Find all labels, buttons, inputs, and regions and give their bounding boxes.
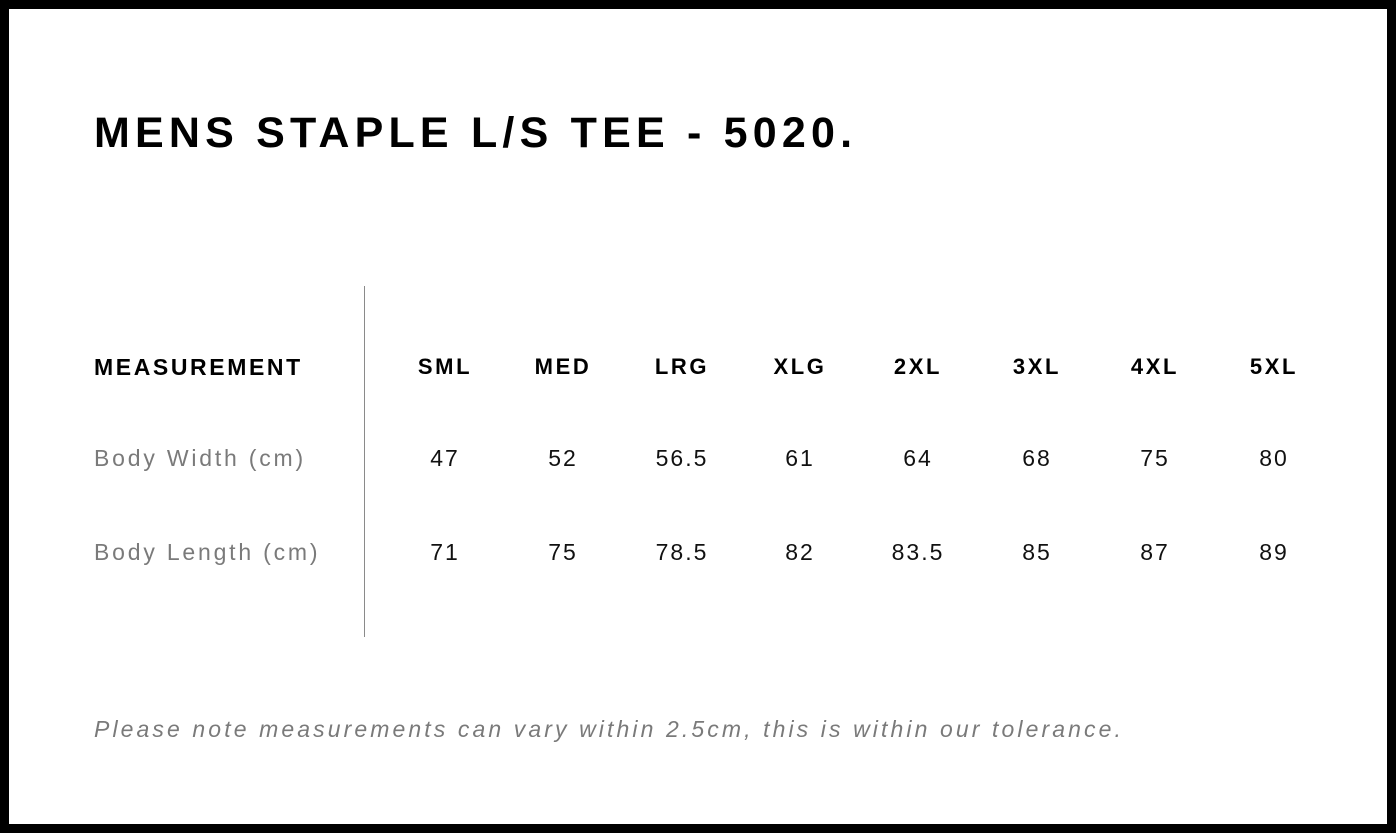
- row-label: Body Width (cm): [94, 445, 306, 471]
- page-title: MENS STAPLE L/S TEE - 5020.: [94, 109, 858, 157]
- size-header-sml: SML: [417, 354, 473, 379]
- header-row: MEASUREMENT SML MED LRG XLG 2XL 3XL 4XL 5XL: [9, 354, 1387, 384]
- table-row-body-width: Body Width (cm) 47 52 56.5 61 64 68 75 80: [9, 445, 1387, 475]
- table-cell: 68: [1022, 445, 1052, 471]
- table-cell: 82: [785, 539, 815, 565]
- table-cell: 80: [1259, 445, 1289, 471]
- table-cell: 75: [548, 539, 578, 565]
- tolerance-note: Please note measurements can vary within…: [94, 716, 1125, 742]
- table-cell: 83.5: [891, 539, 945, 565]
- table-cell: 64: [903, 445, 933, 471]
- table-row-body-length: Body Length (cm) 71 75 78.5 82 83.5 85 87 89: [9, 539, 1387, 569]
- table-cell: 56.5: [655, 445, 709, 471]
- size-header-3xl: 3XL: [1012, 354, 1062, 379]
- row-label: Body Length (cm): [94, 539, 321, 565]
- measurement-header: MEASUREMENT: [94, 354, 303, 380]
- size-header-5xl: 5XL: [1249, 354, 1299, 379]
- table-cell: 61: [785, 445, 815, 471]
- table-cell: 78.5: [655, 539, 709, 565]
- table-cell: 75: [1140, 445, 1170, 471]
- column-divider: [364, 286, 365, 637]
- size-header-4xl: 4XL: [1130, 354, 1180, 379]
- table-cell: 52: [548, 445, 578, 471]
- table-cell: 47: [430, 445, 460, 471]
- size-header-2xl: 2XL: [893, 354, 943, 379]
- size-header-lrg: LRG: [654, 354, 710, 379]
- table-cell: 87: [1140, 539, 1170, 565]
- size-chart-card: MENS STAPLE L/S TEE - 5020. MEASUREMENT …: [9, 9, 1387, 824]
- table-cell: 71: [430, 539, 460, 565]
- size-header-med: MED: [534, 354, 592, 379]
- size-header-xlg: XLG: [773, 354, 827, 379]
- table-cell: 89: [1259, 539, 1289, 565]
- table-cell: 85: [1022, 539, 1052, 565]
